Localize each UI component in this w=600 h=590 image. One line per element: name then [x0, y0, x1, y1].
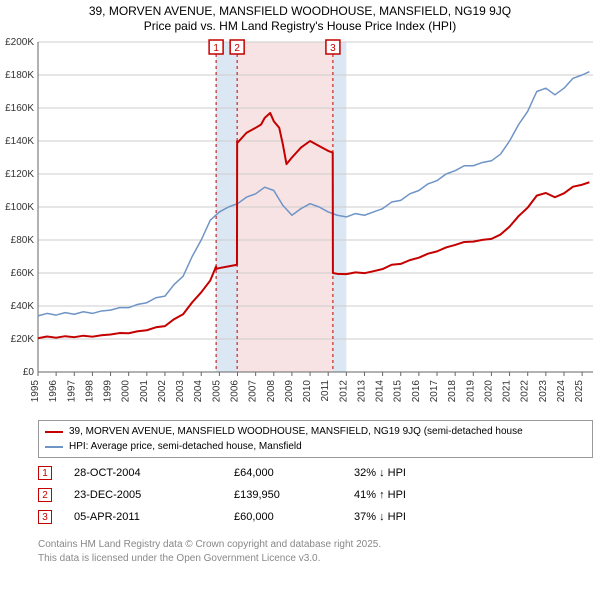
- sale-row: 2 23-DEC-2005 £139,950 41% ↑ HPI: [38, 484, 593, 506]
- svg-text:2: 2: [234, 43, 240, 54]
- svg-text:2007: 2007: [248, 380, 259, 403]
- svg-text:2005: 2005: [211, 380, 222, 403]
- svg-text:2003: 2003: [175, 380, 186, 403]
- svg-text:2021: 2021: [502, 380, 513, 403]
- sale-date: 23-DEC-2005: [74, 489, 234, 501]
- svg-text:2014: 2014: [375, 380, 386, 403]
- sale-price: £64,000: [234, 467, 354, 479]
- svg-text:2022: 2022: [520, 380, 531, 403]
- svg-text:2015: 2015: [393, 380, 404, 403]
- svg-text:1998: 1998: [84, 380, 95, 403]
- svg-text:2020: 2020: [483, 380, 494, 403]
- sale-date: 05-APR-2011: [74, 511, 234, 523]
- svg-text:1996: 1996: [48, 380, 59, 403]
- chart-svg: £0 £20K £40K £60K £80K £100K £120K £140K £160K £1…: [0, 36, 600, 416]
- svg-text:£20K: £20K: [11, 334, 35, 345]
- svg-text:2000: 2000: [121, 380, 132, 403]
- sale-hpi: 32% ↓ HPI: [354, 467, 494, 479]
- sale-row: 1 28-OCT-2004 £64,000 32% ↓ HPI: [38, 462, 593, 484]
- chart-title: 39, MORVEN AVENUE, MANSFIELD WOODHOUSE, …: [10, 4, 590, 18]
- chart-title-block: 39, MORVEN AVENUE, MANSFIELD WOODHOUSE, …: [0, 0, 600, 33]
- svg-text:£60K: £60K: [11, 268, 35, 279]
- svg-text:2016: 2016: [411, 380, 422, 403]
- sale-price: £139,950: [234, 489, 354, 501]
- sale-date: 28-OCT-2004: [74, 467, 234, 479]
- legend-swatch-hpi: [45, 446, 63, 448]
- svg-text:2006: 2006: [230, 380, 241, 403]
- svg-text:2019: 2019: [465, 380, 476, 403]
- svg-text:2023: 2023: [538, 380, 549, 403]
- sale-hpi: 37% ↓ HPI: [354, 511, 494, 523]
- svg-text:2008: 2008: [266, 380, 277, 403]
- sale-marker: 1: [38, 466, 52, 480]
- sale-hpi: 41% ↑ HPI: [354, 489, 494, 501]
- svg-text:£140K: £140K: [5, 136, 34, 147]
- svg-text:£80K: £80K: [11, 235, 35, 246]
- sale-marker: 3: [38, 510, 52, 524]
- legend-swatch-price-paid: [45, 431, 63, 433]
- svg-text:2010: 2010: [302, 380, 313, 403]
- legend-row-price-paid: 39, MORVEN AVENUE, MANSFIELD WOODHOUSE, …: [45, 424, 586, 439]
- legend-label-price-paid: 39, MORVEN AVENUE, MANSFIELD WOODHOUSE, …: [69, 426, 523, 437]
- sale-price: £60,000: [234, 511, 354, 523]
- legend: 39, MORVEN AVENUE, MANSFIELD WOODHOUSE, …: [38, 420, 593, 458]
- svg-text:2009: 2009: [284, 380, 295, 403]
- svg-text:2024: 2024: [556, 380, 567, 403]
- svg-text:£180K: £180K: [5, 70, 34, 81]
- svg-text:2004: 2004: [193, 380, 204, 403]
- svg-text:2011: 2011: [320, 380, 331, 402]
- svg-text:3: 3: [330, 43, 336, 54]
- sale-row: 3 05-APR-2011 £60,000 37% ↓ HPI: [38, 506, 593, 528]
- attribution: Contains HM Land Registry data © Crown c…: [38, 538, 593, 565]
- sale-marker: 2: [38, 488, 52, 502]
- svg-text:£40K: £40K: [11, 301, 35, 312]
- attribution-line: This data is licensed under the Open Gov…: [38, 552, 593, 566]
- svg-text:2025: 2025: [574, 380, 585, 403]
- svg-text:1: 1: [213, 43, 219, 54]
- svg-text:2018: 2018: [447, 380, 458, 403]
- legend-row-hpi: HPI: Average price, semi-detached house,…: [45, 439, 586, 454]
- svg-text:£0: £0: [23, 367, 35, 378]
- svg-text:£160K: £160K: [5, 103, 34, 114]
- svg-text:2002: 2002: [157, 380, 168, 403]
- svg-text:2001: 2001: [139, 380, 150, 403]
- chart-subtitle: Price paid vs. HM Land Registry's House …: [10, 19, 590, 33]
- svg-text:1997: 1997: [66, 380, 77, 403]
- svg-text:1995: 1995: [30, 380, 41, 403]
- chart-area: £0 £20K £40K £60K £80K £100K £120K £140K £160K £1…: [0, 36, 600, 416]
- svg-text:£200K: £200K: [5, 37, 34, 48]
- svg-text:1999: 1999: [103, 380, 114, 403]
- svg-text:2017: 2017: [429, 380, 440, 403]
- sales-table: 1 28-OCT-2004 £64,000 32% ↓ HPI 2 23-DEC…: [38, 462, 593, 528]
- legend-label-hpi: HPI: Average price, semi-detached house,…: [69, 441, 302, 452]
- svg-text:£120K: £120K: [5, 169, 34, 180]
- svg-text:2012: 2012: [338, 380, 349, 403]
- svg-text:2013: 2013: [356, 380, 367, 403]
- svg-text:£100K: £100K: [5, 202, 34, 213]
- attribution-line: Contains HM Land Registry data © Crown c…: [38, 538, 593, 552]
